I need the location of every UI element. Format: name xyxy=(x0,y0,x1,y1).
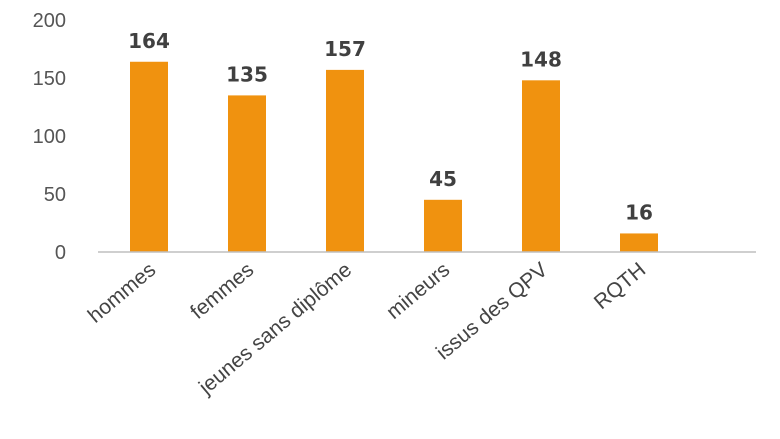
y-tick-label: 200 xyxy=(33,10,66,32)
x-tick-label: mineurs xyxy=(382,258,454,324)
y-tick-label: 150 xyxy=(33,68,66,90)
data-label: 157 xyxy=(324,37,366,61)
x-tick-label: hommes xyxy=(84,258,160,327)
data-label: 164 xyxy=(128,29,170,53)
data-labels: 164 135 157 45 148 16 xyxy=(128,29,653,225)
bar-jeunes-sans-diplôme xyxy=(326,69,364,252)
bar-femmes xyxy=(228,95,266,253)
data-label: 16 xyxy=(625,200,653,224)
x-tick-label: femmes xyxy=(186,258,258,324)
data-label: 135 xyxy=(226,62,268,86)
bar-issus-des-qpv xyxy=(522,80,560,252)
y-tick-label: 100 xyxy=(33,126,66,148)
bars xyxy=(130,61,658,253)
x-tick-label: RQTH xyxy=(590,258,650,314)
bar-rqth xyxy=(620,233,658,252)
data-label: 45 xyxy=(429,167,457,191)
y-tick-label: 50 xyxy=(44,184,66,206)
y-tick-label: 0 xyxy=(55,242,66,264)
y-axis-ticks: 0 50 100 150 200 xyxy=(33,10,66,264)
bar-hommes xyxy=(130,61,168,253)
data-label: 148 xyxy=(520,47,562,71)
bar-mineurs xyxy=(424,199,462,252)
